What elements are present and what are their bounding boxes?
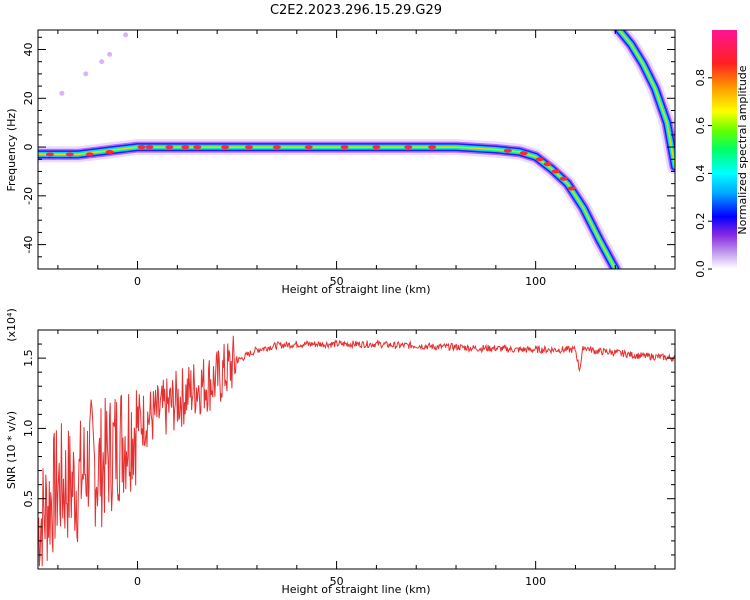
trace-aliased-band-5 (618, 30, 675, 168)
y-tick-label: 0.5 (22, 490, 35, 508)
chart-title: C2E2.2023.296.15.29.G29 (270, 3, 442, 18)
x-tick-label: 50 (330, 275, 344, 288)
hot-spot (535, 157, 544, 162)
hot-spot (519, 151, 528, 156)
snr-ylabel: SNR (10 * v/v) (5, 411, 18, 489)
y-tick-label: 1.0 (22, 420, 35, 438)
x-tick-label: 50 (330, 575, 344, 588)
colorbar-tick-label: 0.2 (694, 212, 707, 230)
scatter-point (99, 59, 105, 65)
hot-spot (404, 145, 413, 150)
hot-spot (372, 145, 381, 150)
spectrogram-frame (37, 29, 676, 270)
hot-spot (567, 186, 576, 191)
y-tick-label: -40 (22, 236, 35, 254)
hot-spot (193, 145, 202, 150)
y-tick-label: 20 (22, 91, 35, 105)
colorbar-ticks: 0.0 0.2 0.4 0.6 0.8 (694, 69, 712, 278)
snr-panel: 0 50 100 0.5 1.0 1.5 Height of straight line … (5, 308, 676, 596)
x-tick-label: 100 (525, 575, 546, 588)
colorbar-tick-label: 0.8 (694, 69, 707, 87)
hot-spot (428, 145, 437, 150)
trace-main-band-3 (38, 144, 618, 269)
spectrogram-xlabel: Height of straight line (km) (281, 283, 430, 296)
hot-spot (340, 145, 349, 150)
snr-multiplier: (x10⁴) (5, 308, 18, 342)
scatter-point (83, 71, 89, 77)
y-tick-label: 40 (22, 43, 35, 57)
x-tick-label: 0 (134, 575, 141, 588)
scatter-point (123, 32, 129, 38)
y-tick-label: 1.5 (22, 349, 35, 367)
trace-main-band-4 (38, 145, 617, 269)
x-tick-label: 100 (525, 275, 546, 288)
hot-spot (181, 145, 190, 150)
hot-spot (105, 149, 114, 154)
spectrogram-traces (38, 30, 675, 269)
y-tick-label: 0 (22, 144, 35, 151)
hot-spot (245, 145, 254, 150)
hot-spot (137, 145, 146, 150)
snr-line (38, 335, 675, 567)
trace-main-band-1 (38, 141, 621, 269)
hot-spot (551, 169, 560, 174)
colorbar: 0.0 0.2 0.4 0.6 0.8 Normalized spectral ampl… (694, 30, 749, 278)
hot-spot (559, 176, 568, 181)
hot-spot (165, 145, 174, 150)
hot-spot (543, 162, 552, 167)
trace-main-band-2 (38, 143, 620, 269)
hot-spot (85, 152, 94, 157)
snr-frame (37, 329, 676, 570)
colorbar-tick-label: 0.0 (694, 260, 707, 278)
hot-spot (272, 145, 281, 150)
hot-spot (304, 145, 313, 150)
colorbar-tick-label: 0.4 (694, 165, 707, 183)
spectrogram-ylabel: Frequency (Hz) (5, 109, 18, 192)
hot-spot (45, 152, 54, 157)
scatter-point (107, 51, 113, 57)
trace-main-band-5 (38, 146, 616, 269)
snr-traces (38, 335, 675, 567)
x-tick-label: 0 (134, 275, 141, 288)
hot-spot (503, 148, 512, 153)
snr-xlabel: Height of straight line (km) (281, 583, 430, 596)
colorbar-gradient (712, 30, 737, 269)
trace-main-band-0 (38, 139, 624, 269)
y-tick-label: -20 (22, 187, 35, 205)
colorbar-tick-label: 0.6 (694, 117, 707, 135)
colorbar-label: Normalized spectral amplitude (736, 65, 749, 234)
spectrogram-panel: 0 50 100 -40 -20 0 20 40 Height of straight lin… (5, 29, 676, 296)
hot-spot (221, 145, 230, 150)
hot-spot (145, 145, 154, 150)
spectrogram-ticks: 0 50 100 -40 -20 0 20 40 (22, 30, 675, 288)
scatter-point (59, 90, 65, 96)
snr-ticks: 0 50 100 0.5 1.0 1.5 (22, 330, 675, 588)
hot-spot (65, 152, 74, 157)
